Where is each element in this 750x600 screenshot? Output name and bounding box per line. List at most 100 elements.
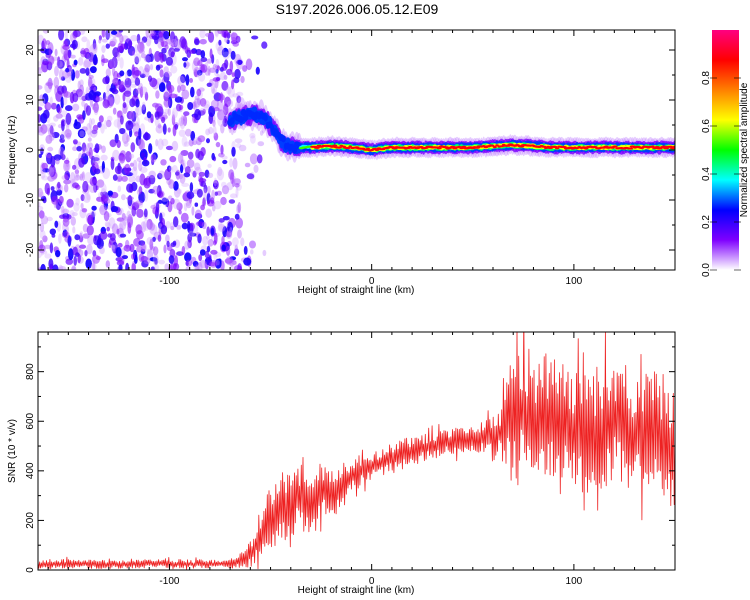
- noise-blob: [230, 50, 236, 60]
- noise-blob: [207, 172, 214, 179]
- colorbar-tick-label: 0.4: [701, 167, 712, 181]
- ridge-cell: [263, 114, 268, 122]
- noise-blob: [136, 208, 144, 218]
- y-tick-label: 0: [25, 567, 36, 573]
- noise-blob: [135, 112, 139, 118]
- noise-blob: [158, 259, 166, 265]
- noise-blob: [116, 228, 120, 235]
- noise-blob: [160, 196, 169, 202]
- noise-blob: [82, 60, 91, 68]
- noise-blob: [199, 98, 207, 107]
- noise-blob: [213, 67, 218, 77]
- noise-blob: [129, 243, 135, 253]
- noise-blob: [145, 30, 150, 38]
- noise-blob: [38, 85, 43, 90]
- noise-blob: [234, 244, 239, 255]
- noise-blob: [120, 115, 124, 125]
- noise-blob: [154, 116, 160, 127]
- noise-blob: [149, 238, 153, 251]
- noise-blob: [51, 195, 59, 205]
- noise-blob: [152, 152, 158, 160]
- noise-blob: [82, 110, 86, 121]
- noise-blob: [116, 260, 125, 266]
- noise-blob: [193, 57, 201, 67]
- noise-blob: [66, 198, 74, 208]
- noise-blob: [149, 257, 158, 262]
- noise-blob: [188, 230, 195, 238]
- noise-blob: [38, 205, 44, 211]
- noise-blob: [198, 72, 206, 82]
- noise-blob: [116, 217, 125, 222]
- noise-blob: [198, 254, 203, 262]
- noise-blob: [221, 185, 230, 195]
- noise-blob: [234, 68, 241, 80]
- snr-y-ticks: 0 200 400 600 800: [25, 346, 675, 573]
- noise-blob: [183, 62, 187, 68]
- noise-blob: [213, 200, 222, 210]
- noise-blob: [91, 129, 98, 135]
- noise-blob: [183, 141, 190, 147]
- noise-blob: [233, 178, 241, 185]
- noise-blob: [70, 69, 76, 81]
- noise-blob: [79, 68, 87, 74]
- noise-blob: [125, 120, 134, 131]
- noise-blob: [86, 143, 90, 153]
- noise-blob: [261, 41, 268, 49]
- noise-blob: [53, 154, 62, 161]
- noise-blob: [62, 96, 68, 105]
- noise-blob: [72, 146, 78, 152]
- noise-blob: [181, 182, 190, 187]
- noise-blob: [47, 146, 54, 152]
- noise-blob: [243, 257, 252, 266]
- noise-blob: [168, 265, 174, 270]
- noise-blob: [151, 33, 160, 41]
- noise-blob: [117, 242, 123, 248]
- noise-blob: [105, 68, 111, 78]
- noise-blob: [143, 208, 148, 218]
- noise-blob: [170, 51, 175, 58]
- noise-blob: [225, 230, 233, 239]
- noise-blob: [74, 70, 80, 79]
- noise-blob: [101, 30, 106, 38]
- noise-blob: [153, 263, 159, 270]
- colorbar-tick-label: 0.8: [701, 71, 712, 85]
- noise-blob: [72, 226, 76, 234]
- noise-blob: [166, 240, 170, 247]
- ridge-cell: [436, 147, 442, 150]
- noise-blob: [123, 163, 131, 175]
- colorbar-ticks: 0.0 0.2 0.4 0.6 0.8: [701, 71, 741, 277]
- noise-blob: [216, 65, 221, 71]
- noise-blob: [135, 175, 142, 183]
- noise-blob: [40, 263, 46, 270]
- noise-blob: [203, 188, 207, 200]
- noise-blob: [237, 59, 243, 65]
- noise-blob: [82, 180, 89, 193]
- noise-blob: [193, 69, 198, 78]
- noise-blob: [48, 79, 53, 90]
- noise-blob: [124, 77, 132, 88]
- noise-blob: [164, 44, 169, 50]
- noise-blob: [49, 125, 54, 135]
- noise-blob: [60, 110, 68, 117]
- noise-blob: [220, 144, 224, 155]
- noise-blob: [93, 183, 98, 193]
- noise-blob: [170, 225, 175, 231]
- noise-blob: [169, 86, 173, 98]
- noise-blob: [226, 86, 232, 95]
- noise-blob: [202, 197, 206, 206]
- noise-blob: [212, 77, 220, 82]
- noise-blob: [163, 244, 167, 254]
- noise-blob: [182, 57, 188, 62]
- noise-blob: [199, 260, 207, 269]
- noise-blob: [94, 168, 101, 175]
- ridge-cell: [332, 144, 338, 147]
- noise-blob: [57, 181, 61, 189]
- noise-blob: [141, 36, 148, 43]
- noise-blob: [206, 226, 210, 236]
- noise-blob: [61, 231, 70, 239]
- noise-blob: [155, 201, 160, 213]
- noise-blob: [170, 197, 175, 205]
- noise-blob: [135, 104, 143, 116]
- noise-blob: [101, 45, 106, 54]
- noise-blob: [161, 47, 167, 54]
